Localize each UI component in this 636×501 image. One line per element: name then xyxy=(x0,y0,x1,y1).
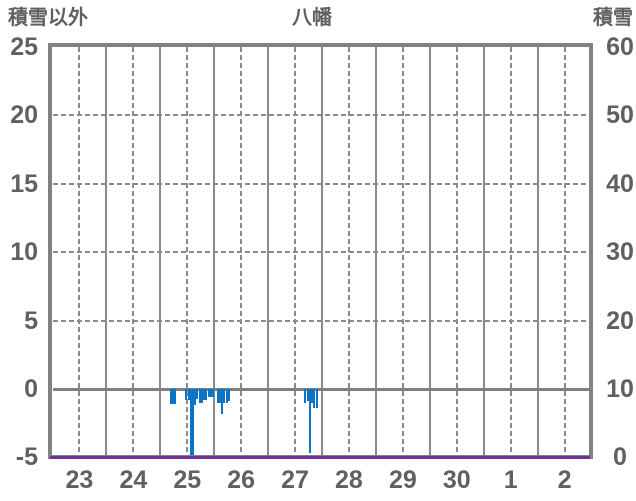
midnight-gridline xyxy=(213,47,216,455)
right-axis-tick-label: 10 xyxy=(606,375,634,403)
horizontal-gridline xyxy=(52,182,589,185)
left-axis-tick-label: -5 xyxy=(15,443,38,472)
noon-gridline xyxy=(401,47,404,455)
x-axis-day-label: 23 xyxy=(65,466,94,494)
hourly-value-bar xyxy=(207,389,210,398)
right-axis-tick-label: 40 xyxy=(606,169,634,198)
hourly-value-bar xyxy=(187,389,190,400)
x-axis-day-label: 26 xyxy=(227,466,256,494)
hourly-value-bar xyxy=(209,389,212,398)
hourly-value-bar xyxy=(221,389,224,414)
zero-line xyxy=(52,387,589,391)
horizontal-gridline xyxy=(52,114,589,117)
hourly-value-bar xyxy=(203,389,206,400)
hourly-value-bar xyxy=(218,389,221,403)
midnight-gridline xyxy=(428,47,431,455)
horizontal-gridline xyxy=(52,319,589,322)
right-axis-tick-label: 60 xyxy=(606,33,634,61)
right-axis-title: 積雪 xyxy=(593,7,633,29)
left-axis-tick-label: 5 xyxy=(24,306,38,335)
right-axis-tick-label: 50 xyxy=(606,101,634,130)
hourly-value-bar xyxy=(216,389,219,403)
noon-gridline xyxy=(294,47,297,455)
noon-gridline xyxy=(455,47,458,455)
noon-gridline xyxy=(132,47,135,455)
snow-depth-line xyxy=(50,455,590,459)
x-axis-day-label: 2 xyxy=(557,466,572,494)
hourly-value-bar xyxy=(196,389,199,399)
hourly-value-bar xyxy=(189,389,192,455)
hourly-value-bar xyxy=(227,389,230,402)
right-axis-tick-label: 30 xyxy=(606,238,634,267)
hourly-value-bar xyxy=(313,389,316,409)
hourly-value-bar xyxy=(171,389,174,405)
hourly-value-bar xyxy=(223,389,226,403)
midnight-gridline xyxy=(536,47,539,455)
hourly-value-bar xyxy=(174,389,177,405)
left-axis-tick-label: 15 xyxy=(10,169,38,198)
noon-gridline xyxy=(347,47,350,455)
noon-gridline xyxy=(78,47,81,455)
hourly-value-bar xyxy=(311,389,314,403)
hourly-value-bar xyxy=(194,389,197,406)
midnight-gridline xyxy=(267,47,270,455)
hourly-value-bar xyxy=(315,389,318,409)
chart-title: 八幡 xyxy=(292,7,332,29)
left-axis-tick-label: 20 xyxy=(10,101,38,130)
left-axis-tick-label: 10 xyxy=(10,238,38,267)
right-axis-tick-label: 20 xyxy=(606,306,634,335)
hourly-value-bar xyxy=(212,389,215,398)
x-axis-day-label: 29 xyxy=(388,466,417,494)
x-axis-day-label: 25 xyxy=(173,466,202,494)
hourly-value-bar xyxy=(306,389,309,402)
x-axis-day-label: 28 xyxy=(335,466,363,494)
right-axis-tick-label: 0 xyxy=(613,443,627,472)
hourly-value-bar xyxy=(304,389,307,403)
midnight-gridline xyxy=(159,47,162,455)
midnight-gridline xyxy=(374,47,377,455)
noon-gridline xyxy=(563,47,566,455)
hourly-value-bar xyxy=(198,389,201,403)
x-axis-day-label: 27 xyxy=(281,466,309,494)
hourly-value-bar xyxy=(225,389,228,403)
midnight-gridline xyxy=(482,47,485,455)
hourly-value-bar xyxy=(169,389,172,405)
noon-gridline xyxy=(509,47,512,455)
hourly-value-bar xyxy=(200,389,203,403)
x-axis-day-label: 1 xyxy=(503,466,518,494)
left-axis-tick-label: 25 xyxy=(10,33,38,61)
x-axis-day-label: 24 xyxy=(119,466,148,494)
left-axis-tick-label: 0 xyxy=(24,375,38,403)
horizontal-gridline xyxy=(52,251,589,254)
x-axis-day-label: 30 xyxy=(442,466,471,494)
midnight-gridline xyxy=(105,47,108,455)
noon-gridline xyxy=(186,47,189,455)
left-axis-title: 積雪以外 xyxy=(8,7,88,29)
hourly-value-bar xyxy=(205,389,208,400)
hourly-value-bar xyxy=(308,389,311,454)
hourly-value-bar xyxy=(185,389,188,400)
noon-gridline xyxy=(240,47,243,455)
midnight-gridline xyxy=(321,47,323,455)
hourly-value-bar xyxy=(191,389,194,455)
